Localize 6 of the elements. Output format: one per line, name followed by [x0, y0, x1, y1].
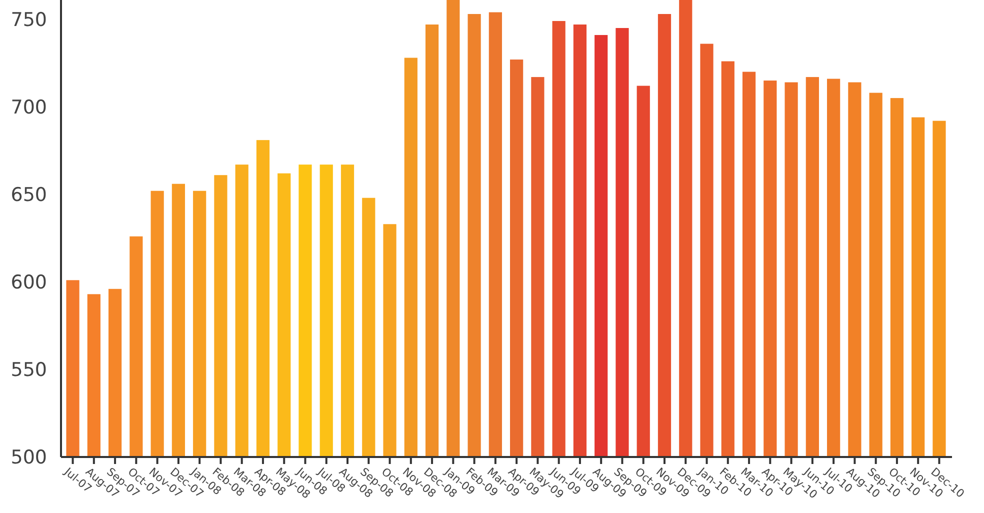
y-tick-label: 550 — [10, 359, 47, 382]
y-tick-label: 750 — [10, 8, 47, 31]
y-tick-label: 650 — [10, 184, 47, 206]
y-tick-label: 600 — [10, 272, 47, 294]
y-tick-label: 700 — [10, 96, 47, 118]
y-tick-label: 500 — [10, 446, 47, 469]
